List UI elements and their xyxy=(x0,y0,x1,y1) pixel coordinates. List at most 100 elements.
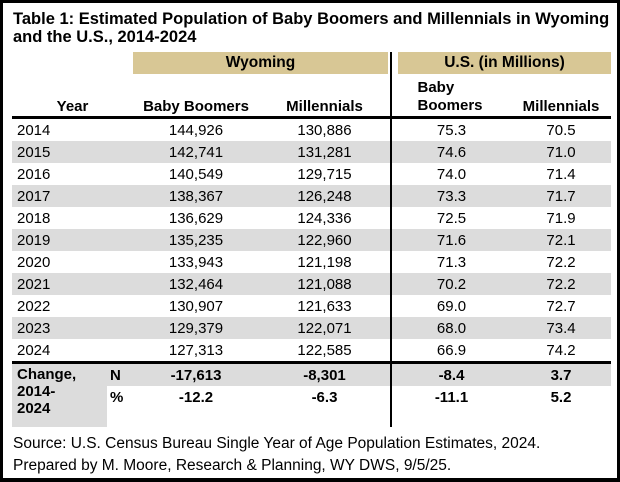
us-millennials-cell: 73.4 xyxy=(511,317,611,339)
table-row: 2016 140,549 129,715 74.0 71.4 xyxy=(12,163,611,185)
wy-millennials-cell: 131,281 xyxy=(259,141,391,163)
column-header-year: Year xyxy=(12,74,133,119)
us-millennials-cell: 70.5 xyxy=(546,121,576,139)
us-boomers-cell: 73.3 xyxy=(390,185,511,207)
table-row: 2014 144,926 130,886 75.3 70.5 xyxy=(12,117,611,141)
us-boomers-cell: 74.6 xyxy=(390,141,511,163)
group-header-spacer xyxy=(12,52,133,74)
table-title-line2: and the U.S., 2014-2024 xyxy=(13,28,197,46)
year-cell: 2022 xyxy=(17,297,51,315)
table-row: 2017 138,367 126,248 73.3 71.7 xyxy=(12,185,611,207)
us-millennials-cell: 71.9 xyxy=(546,209,576,227)
wy-boomers-cell: 142,741 xyxy=(133,141,259,163)
us-boomers-cell: 68.0 xyxy=(390,317,511,339)
us-millennials-cell: 72.2 xyxy=(511,273,611,295)
source-line: Source: U.S. Census Bureau Single Year o… xyxy=(13,435,541,452)
us-millennials-cell: 71.4 xyxy=(546,165,576,183)
wy-boomers-cell: 130,907 xyxy=(168,297,224,315)
us-millennials-cell: 71.0 xyxy=(511,141,611,163)
group-header-us: U.S. (in Millions) xyxy=(390,52,611,74)
wy-boomers-cell: 136,629 xyxy=(168,209,224,227)
year-cell: 2016 xyxy=(17,165,51,183)
wy-boomers-cell: 135,235 xyxy=(133,229,259,251)
us-boomers-cell: 69.0 xyxy=(390,295,511,317)
table-row: 2018 136,629 124,336 72.5 71.9 xyxy=(12,207,611,229)
year-cell: 2023 xyxy=(12,317,133,339)
us-boomers-cell: 66.9 xyxy=(390,339,511,363)
table-title: Table 1: Estimated Population of Baby Bo… xyxy=(13,10,611,46)
us-millennials-cell: 72.1 xyxy=(511,229,611,251)
change-n-row: Change, 2014-2024 N -17,613 -8,301 -8.4 … xyxy=(12,361,611,427)
wy-boomers-cell: 140,549 xyxy=(168,165,224,183)
table-row: 2024 127,313 122,585 66.9 74.2 xyxy=(12,339,611,363)
footer-notes: Source: U.S. Census Bureau Single Year o… xyxy=(13,433,611,477)
wy-boomers-cell: 144,926 xyxy=(168,121,224,139)
year-cell: 2014 xyxy=(17,121,51,139)
column-header-us-boomers-label: Baby Boomers xyxy=(417,79,483,114)
stat-label-cell: N xyxy=(107,361,133,386)
column-header-wy-millennials: Millennials xyxy=(259,74,391,119)
prepared-line: Prepared by M. Moore, Research & Plannin… xyxy=(13,457,452,474)
wy-boomers-cell: 133,943 xyxy=(168,253,224,271)
change-us-boomers-cell: -11.1 xyxy=(390,386,511,427)
wy-boomers-cell: 138,367 xyxy=(133,185,259,207)
wy-millennials-cell: 121,633 xyxy=(297,297,352,315)
us-boomers-cell: 74.0 xyxy=(390,163,511,185)
us-boomers-cell: 71.6 xyxy=(390,229,511,251)
table-row: 2021 132,464 121,088 70.2 72.2 xyxy=(12,273,611,295)
table-row: 2019 135,235 122,960 71.6 72.1 xyxy=(12,229,611,251)
wy-millennials-cell: 124,336 xyxy=(297,209,352,227)
wy-millennials-cell: 129,715 xyxy=(297,165,352,183)
us-boomers-cell: 70.2 xyxy=(390,273,511,295)
stat-label-cell: % xyxy=(107,386,133,427)
year-cell: 2015 xyxy=(12,141,133,163)
wy-boomers-cell: 127,313 xyxy=(168,341,224,359)
group-header-wyoming: Wyoming xyxy=(133,52,391,74)
population-table: Wyoming U.S. (in Millions) Year Baby Boo… xyxy=(12,52,611,427)
wy-boomers-cell: 132,464 xyxy=(133,273,259,295)
us-boomers-cell: 75.3 xyxy=(390,117,511,141)
table-title-line1: Table 1: Estimated Population of Baby Bo… xyxy=(13,10,610,28)
change-wy-millennials-cell: -6.3 xyxy=(259,386,391,427)
column-header-row: Year Baby Boomers Millennials Baby Boome… xyxy=(12,74,611,119)
column-header-wy-boomers: Baby Boomers xyxy=(133,74,259,119)
column-header-us-boomers: Baby Boomers xyxy=(390,74,511,119)
table-row: 2020 133,943 121,198 71.3 72.2 xyxy=(12,251,611,273)
column-header-us-millennials: Millennials xyxy=(511,74,611,119)
wy-millennials-cell: 122,960 xyxy=(259,229,391,251)
us-millennials-cell: 71.7 xyxy=(511,185,611,207)
change-wy-boomers-cell: -12.2 xyxy=(133,386,259,427)
change-us-millennials-cell: 3.7 xyxy=(511,361,611,386)
wy-millennials-cell: 122,585 xyxy=(297,341,352,359)
change-us-boomers-cell: -8.4 xyxy=(390,361,511,386)
year-cell: 2018 xyxy=(17,209,51,227)
us-millennials-cell: 72.2 xyxy=(546,253,576,271)
year-cell: 2020 xyxy=(17,253,51,271)
us-boomers-cell: 71.3 xyxy=(390,251,511,273)
wy-millennials-cell: 122,071 xyxy=(259,317,391,339)
us-millennials-cell: 72.7 xyxy=(546,297,576,315)
wy-millennials-cell: 121,198 xyxy=(297,253,352,271)
table-row: 2015 142,741 131,281 74.6 71.0 xyxy=(12,141,611,163)
table-row: 2023 129,379 122,071 68.0 73.4 xyxy=(12,317,611,339)
year-cell: 2019 xyxy=(12,229,133,251)
wy-millennials-cell: 130,886 xyxy=(297,121,352,139)
us-boomers-cell: 72.5 xyxy=(390,207,511,229)
year-cell: 2021 xyxy=(12,273,133,295)
year-cell: 2024 xyxy=(17,341,51,359)
change-wy-boomers-cell: -17,613 xyxy=(133,361,259,386)
us-millennials-cell: 74.2 xyxy=(546,341,576,359)
wy-boomers-cell: 129,379 xyxy=(133,317,259,339)
change-us-millennials-cell: 5.2 xyxy=(511,386,611,427)
group-header-wyoming-label: Wyoming xyxy=(133,52,388,74)
year-cell: 2017 xyxy=(12,185,133,207)
change-label-cell: Change, 2014-2024 xyxy=(12,361,107,427)
change-pct-row: % -12.2 -6.3 -11.1 5.2 xyxy=(12,386,611,427)
change-wy-millennials-cell: -8,301 xyxy=(259,361,391,386)
group-header-row: Wyoming U.S. (in Millions) xyxy=(12,52,611,74)
table-row: 2022 130,907 121,633 69.0 72.7 xyxy=(12,295,611,317)
wy-millennials-cell: 121,088 xyxy=(259,273,391,295)
wy-millennials-cell: 126,248 xyxy=(259,185,391,207)
group-header-us-label: U.S. (in Millions) xyxy=(398,52,611,74)
